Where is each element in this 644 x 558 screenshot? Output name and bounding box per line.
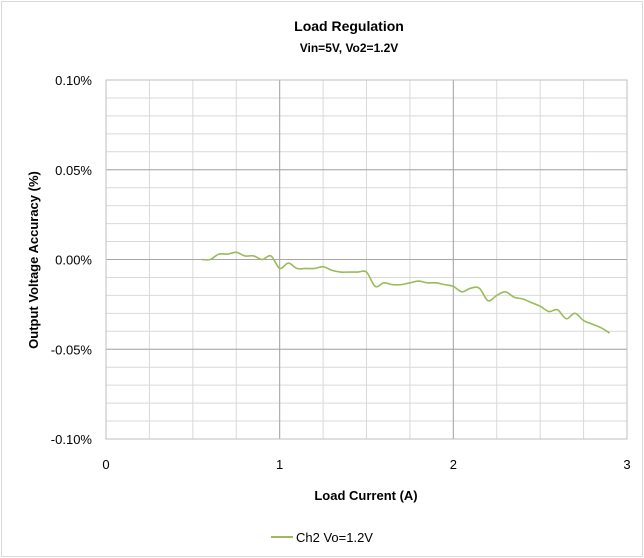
y-tick-labels: 0.10% 0.05% 0.00% -0.05% -0.10%	[51, 73, 93, 447]
y-tick-label: 0.10%	[55, 73, 92, 88]
plot-area	[105, 79, 628, 440]
legend: Ch2 Vo=1.2V	[271, 530, 373, 545]
series-layer	[201, 251, 611, 334]
y-tick-label: 0.05%	[55, 163, 92, 178]
x-tick-label: 1	[276, 457, 283, 472]
series-line	[201, 251, 611, 334]
x-tick-labels: 0 1 2 3	[102, 457, 630, 472]
x-axis-label: Load Current (A)	[314, 488, 417, 503]
x-tick-label: 2	[450, 457, 457, 472]
y-tick-label: -0.10%	[51, 432, 93, 447]
y-tick-label: 0.00%	[55, 253, 92, 268]
x-tick-label: 3	[623, 457, 630, 472]
y-axis-label: Output Voltage Accuracy (%)	[26, 171, 41, 349]
y-tick-label: -0.05%	[51, 342, 93, 357]
x-tick-label: 0	[102, 457, 109, 472]
legend-label: Ch2 Vo=1.2V	[296, 530, 373, 545]
chart-subtitle: Vin=5V, Vo2=1.2V	[300, 41, 399, 55]
chart-title: Load Regulation	[294, 18, 404, 34]
